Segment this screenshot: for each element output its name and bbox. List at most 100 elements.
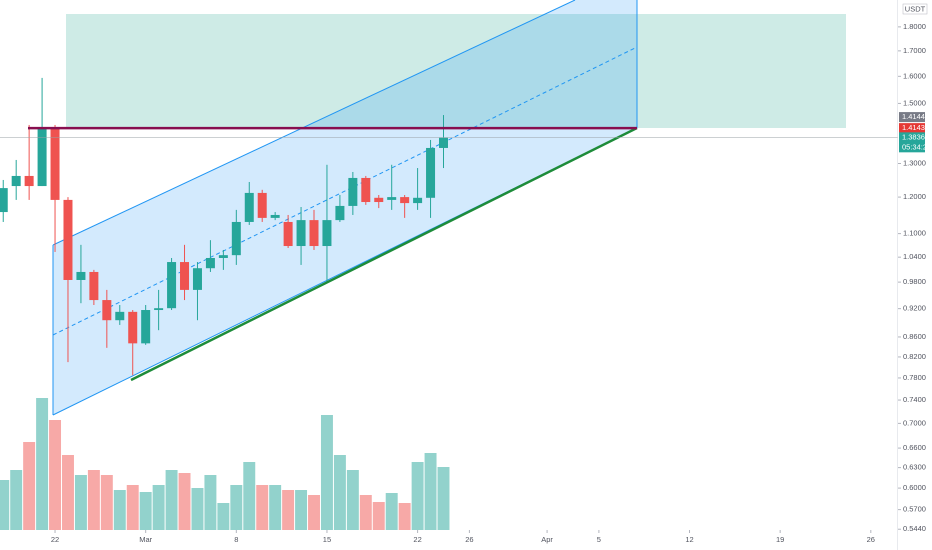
x-tick-label: Mar — [139, 535, 152, 544]
x-tick-label: 22 — [413, 535, 421, 544]
volume-bar — [74, 475, 87, 530]
volume-bar — [10, 470, 23, 530]
volume-bar — [256, 485, 269, 530]
candle-body — [244, 192, 254, 222]
x-tick-label: 5 — [597, 535, 601, 544]
y-tick-label: 1.0400 — [903, 252, 926, 261]
volume-bar — [398, 503, 411, 530]
y-tick-label: 0.5700 — [903, 505, 926, 514]
candle-body — [192, 268, 202, 290]
volume-bar — [113, 490, 126, 530]
candle-body — [115, 311, 125, 321]
price-tag — [899, 123, 925, 134]
volume-bar — [87, 470, 100, 530]
volume-bar — [359, 495, 372, 530]
y-tick-label: 0.7400 — [903, 395, 926, 404]
volume-bar — [424, 453, 437, 530]
candle-layer — [0, 77, 448, 376]
volume-bar — [126, 485, 139, 530]
y-tick-label: 1.5000 — [903, 98, 926, 107]
y-tick-label: 1.3000 — [903, 158, 926, 167]
target-zone — [66, 14, 846, 128]
axis-layer: 1.8000 1.7000 1.6000 1.5000 1.3000 1.2000 1.10… — [898, 22, 931, 533]
volume-bar — [320, 415, 333, 530]
candle-body — [128, 311, 138, 344]
x-tick-label: 22 — [51, 535, 59, 544]
y-tick-label: 1.7000 — [903, 46, 926, 55]
candle-body — [76, 271, 86, 280]
y-tick-label: 0.6600 — [903, 443, 926, 452]
volume-bar — [191, 488, 204, 530]
volume-bar — [372, 502, 385, 530]
candle-body — [438, 137, 448, 148]
currency: USDT — [905, 4, 926, 13]
candle-body — [63, 199, 73, 280]
volume-bar — [23, 442, 36, 530]
candle-body — [205, 257, 215, 269]
volume-bar — [100, 475, 113, 530]
volume-bar — [152, 485, 165, 530]
price-axis — [898, 0, 932, 550]
y-tick-label: 0.8200 — [903, 352, 926, 361]
volume-layer — [0, 398, 450, 530]
y-tick-label: 0.6300 — [903, 463, 926, 472]
candle-body — [50, 127, 60, 200]
volume-bar — [295, 490, 308, 530]
candle-body — [270, 214, 280, 218]
candle-body — [374, 197, 384, 203]
x-tick-label: 26 — [867, 535, 875, 544]
price-tag-label: 1.3836 — [902, 132, 925, 141]
price-tag-label: 1.4144 — [902, 112, 925, 121]
x-tick-label: 26 — [465, 535, 473, 544]
volume-bar — [165, 470, 178, 530]
y-tick-label: 0.7000 — [903, 418, 926, 427]
price-lines — [0, 126, 898, 138]
y-tick-label: 1.8000 — [903, 22, 926, 31]
candle-body — [413, 197, 423, 204]
candle-body — [218, 255, 228, 258]
price-tag — [899, 112, 925, 123]
x-tick-label: 19 — [776, 535, 784, 544]
volume-bar — [282, 490, 295, 530]
volume-bar — [269, 485, 282, 530]
candle-body — [335, 205, 345, 221]
candle-body — [309, 220, 319, 247]
y-tick-label: 1.6000 — [903, 71, 926, 80]
y-tick-label: 1.1000 — [903, 229, 926, 238]
candle-body — [426, 147, 436, 198]
volume-bar — [217, 503, 230, 530]
volume-bar — [385, 493, 398, 530]
channel-mid — [52, 46, 638, 336]
volume-bar — [36, 398, 49, 530]
channel-upper — [52, 0, 576, 246]
channel-fill — [53, 0, 637, 415]
volume-bar — [243, 462, 256, 530]
y-tick-label: 0.6000 — [903, 483, 926, 492]
currency-box — [902, 3, 928, 15]
candle-body — [0, 188, 8, 213]
volume-bar — [333, 455, 346, 530]
candle-body — [283, 221, 293, 247]
candle-body — [89, 271, 99, 301]
candle-body — [37, 127, 47, 187]
candle-body — [257, 192, 267, 218]
y-tick-label: 0.9200 — [903, 304, 926, 313]
price-tag — [899, 132, 925, 153]
candle-body — [11, 175, 21, 187]
candle-body — [348, 177, 358, 206]
price-tag-label: 1.4143 — [902, 123, 925, 132]
candle-body — [231, 221, 241, 256]
volume-bar — [204, 475, 217, 530]
y-tick-label: 0.8600 — [903, 332, 926, 341]
x-tick-label: 15 — [323, 535, 331, 544]
volume-bar — [49, 420, 62, 530]
y-tick-label: 0.7800 — [903, 373, 926, 382]
candle-body — [322, 220, 332, 247]
y-tick-label: 1.2000 — [903, 192, 926, 201]
volume-bar — [308, 495, 320, 530]
candle-body — [361, 177, 371, 203]
x-tick-label: 8 — [234, 535, 238, 544]
volume-bar — [178, 473, 191, 530]
